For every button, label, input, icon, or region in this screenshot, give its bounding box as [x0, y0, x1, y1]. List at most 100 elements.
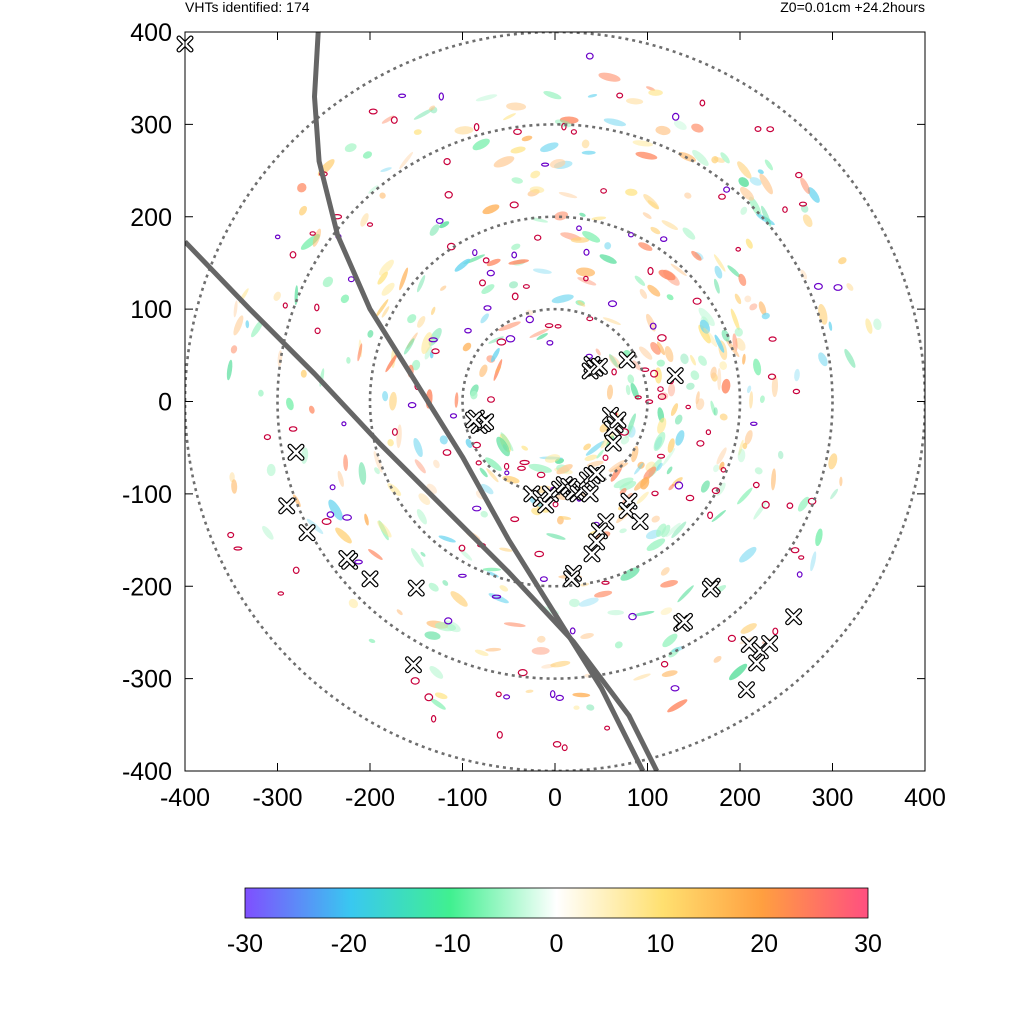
field-cell — [691, 123, 704, 133]
vht-marker — [361, 570, 379, 588]
field-cell — [521, 445, 529, 451]
field-cell — [711, 510, 726, 522]
field-cell — [606, 384, 614, 400]
field-cell — [691, 250, 702, 261]
field-cell — [396, 424, 402, 449]
updraft-contour — [583, 248, 590, 256]
field-cell — [653, 431, 666, 452]
field-cell — [695, 398, 705, 411]
field-cell — [591, 216, 607, 221]
field-cell — [634, 462, 644, 475]
field-cell — [373, 451, 383, 473]
vht-marker — [740, 635, 758, 653]
field-cell — [667, 438, 675, 453]
updraft-contour — [472, 249, 478, 257]
field-cell — [740, 186, 754, 201]
x-tick-label: 200 — [719, 784, 761, 812]
field-cell — [753, 358, 762, 376]
field-cell — [828, 453, 838, 470]
vht-marker — [541, 485, 559, 503]
field-cell — [777, 450, 784, 460]
field-cell — [530, 217, 548, 223]
field-cell — [508, 281, 519, 289]
updraft-contour — [786, 502, 794, 510]
updraft-contour — [576, 225, 582, 232]
vht-marker — [588, 465, 606, 483]
field-cell — [474, 649, 489, 656]
field-cell — [670, 263, 687, 276]
updraft-contour — [472, 441, 482, 449]
field-cell — [594, 590, 613, 598]
updraft-contour — [509, 201, 519, 209]
updraft-contour — [570, 129, 578, 135]
field-cell — [344, 143, 357, 153]
field-cell — [730, 308, 740, 331]
updraft-contour — [227, 531, 235, 539]
updraft-contour — [705, 429, 712, 436]
updraft-contour — [354, 559, 363, 565]
field-cell — [690, 370, 700, 380]
updraft-contour — [749, 421, 758, 426]
vht-marker — [590, 357, 608, 375]
field-cell — [380, 167, 392, 172]
field-cell — [262, 525, 274, 540]
field-cell — [818, 352, 828, 367]
updraft-contour — [735, 246, 742, 252]
updraft-contour — [472, 505, 482, 512]
field-cell — [660, 607, 673, 616]
updraft-contour — [486, 269, 495, 277]
field-cell — [266, 463, 276, 477]
updraft-contour — [329, 484, 336, 491]
y-tick-label: -400 — [122, 758, 172, 786]
field-cell — [485, 647, 502, 652]
field-cell — [558, 515, 572, 520]
range-rings — [185, 32, 925, 771]
colorbar-tick-label: 10 — [646, 930, 674, 958]
field-cell — [245, 320, 250, 329]
field-cell — [677, 585, 694, 603]
field-cell — [529, 186, 545, 194]
field-cell — [753, 501, 767, 520]
updraft-contour — [504, 470, 510, 476]
field-cell — [734, 293, 742, 305]
field-cell — [454, 392, 459, 408]
field-cell — [642, 212, 652, 219]
field-cell — [421, 332, 433, 355]
field-cell — [413, 108, 434, 120]
updraft-contour — [347, 276, 355, 283]
field-cell — [337, 470, 344, 487]
field-cell — [738, 177, 749, 188]
updraft-contour — [672, 112, 680, 121]
field-cell — [434, 692, 448, 700]
updraft-contour — [647, 266, 654, 276]
field-cell — [508, 259, 529, 265]
updraft-contour — [274, 234, 281, 240]
field-cell — [417, 275, 426, 293]
updraft-contour — [309, 231, 316, 236]
updraft-contour — [586, 316, 594, 322]
updraft-contour — [656, 453, 666, 459]
vht-marker — [537, 496, 555, 514]
updraft-contour — [628, 612, 637, 621]
updraft-contour — [438, 92, 444, 101]
field-cell — [662, 448, 676, 467]
field-cell — [580, 632, 594, 640]
field-cell — [434, 622, 457, 632]
field-cell — [486, 468, 499, 483]
updraft-contour — [792, 388, 801, 395]
updraft-contour — [539, 576, 548, 582]
updraft-contour — [288, 426, 298, 432]
field-cell — [595, 348, 601, 356]
field-cell — [540, 142, 559, 153]
field-cell — [360, 213, 369, 227]
vht-marker — [588, 533, 606, 551]
field-cell — [639, 346, 653, 360]
field-cell — [735, 337, 746, 351]
field-cell — [846, 283, 854, 291]
field-cell — [654, 367, 662, 384]
field-cell — [226, 359, 233, 381]
field-cell — [480, 483, 494, 495]
updraft-contour — [444, 617, 453, 625]
updraft-contour — [554, 323, 562, 329]
field-cell — [716, 447, 727, 465]
